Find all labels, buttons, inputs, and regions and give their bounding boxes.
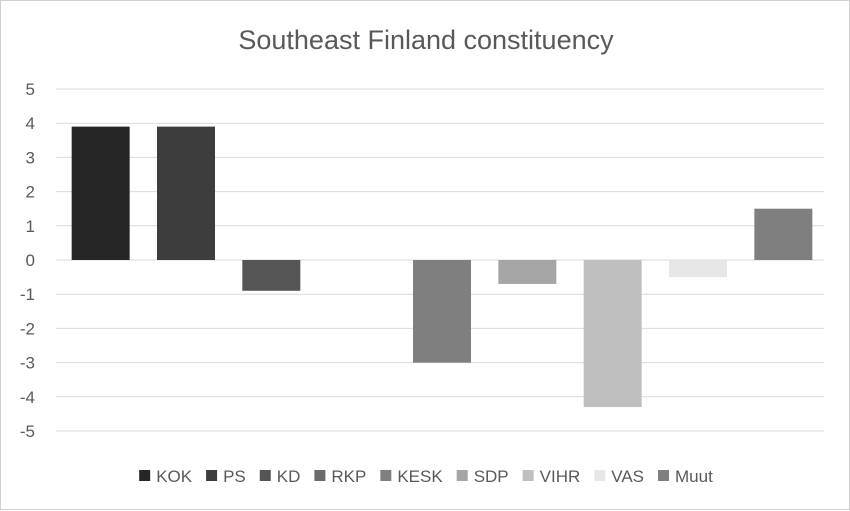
y-tick-label: 1 (26, 217, 35, 236)
y-tick-label: -4 (20, 388, 35, 407)
bar-vas (669, 260, 727, 278)
bar-vihr (583, 260, 642, 408)
bar-muut (754, 208, 813, 260)
legend-swatch-kok (139, 470, 151, 481)
legend-label-vihr: VIHR (540, 467, 581, 486)
bar-kesk (413, 260, 471, 363)
y-tick-label: 0 (26, 251, 35, 270)
legend-label-kok: KOK (156, 467, 193, 486)
legend-swatch-kd (259, 470, 271, 481)
legend-label-kd: KD (277, 467, 301, 486)
y-tick-label: -5 (20, 422, 35, 441)
bars (71, 126, 813, 408)
y-tick-label: 2 (26, 183, 35, 202)
legend-swatch-vihr (522, 470, 534, 481)
y-tick-label: -2 (20, 319, 35, 338)
y-tick-label: 3 (26, 148, 35, 167)
legend-label-muut: Muut (675, 467, 713, 486)
legend-label-sdp: SDP (474, 467, 509, 486)
chart-title: Southeast Finland constituency (238, 25, 614, 55)
bar-kd (242, 260, 301, 291)
legend-swatch-vas (594, 470, 606, 481)
y-tick-label: 5 (26, 80, 35, 99)
legend-swatch-kesk (380, 470, 392, 481)
y-axis: 5 4 3 2 1 0 -1 -2 -3 -4 -5 (20, 80, 35, 441)
legend-label-vas: VAS (611, 467, 644, 486)
legend-swatch-rkp (314, 470, 326, 481)
legend-swatch-ps (206, 470, 218, 481)
bar-ps (157, 126, 215, 261)
legend-label-ps: PS (223, 467, 246, 486)
y-tick-label: 4 (26, 114, 35, 133)
legend-swatch-muut (658, 470, 670, 481)
legend-label-rkp: RKP (331, 467, 366, 486)
bar-sdp (498, 260, 557, 284)
y-tick-label: -3 (20, 354, 35, 373)
legend-label-kesk: KESK (397, 467, 443, 486)
bar-kok (71, 126, 130, 261)
legend-swatch-sdp (456, 470, 468, 481)
legend: KOK PS KD RKP KESK SDP VIHR VAS Muut (139, 467, 713, 486)
y-tick-label: -1 (20, 285, 35, 304)
